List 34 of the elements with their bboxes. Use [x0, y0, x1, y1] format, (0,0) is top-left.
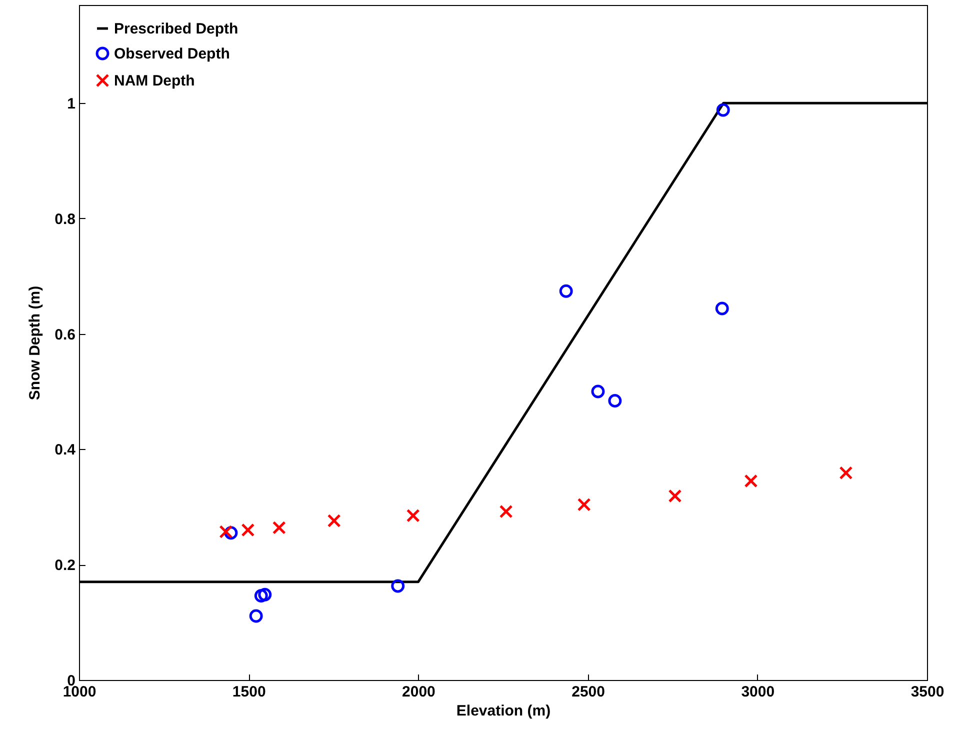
point	[499, 504, 513, 518]
x-tick-label: 3000	[741, 684, 775, 700]
x-tick-label: 1500	[232, 684, 266, 700]
legend-label: NAM Depth	[114, 72, 195, 90]
point	[668, 489, 682, 503]
point	[327, 514, 341, 528]
y-tick-label: 0.6	[54, 326, 76, 344]
point	[715, 302, 729, 316]
x-tick-label: 2500	[572, 684, 605, 700]
point	[608, 394, 622, 408]
y-axis-title: Snow Depth (m)	[26, 286, 44, 400]
x-tick-label: 2000	[402, 684, 436, 700]
point	[219, 525, 233, 538]
legend-label: Observed Depth	[114, 46, 230, 62]
x-axis-title: Elevation (m)	[456, 702, 551, 720]
x-tick-label: 3500	[910, 684, 944, 700]
y-tick-label: 1	[67, 96, 76, 113]
point	[391, 579, 405, 593]
point	[249, 609, 263, 623]
point	[254, 589, 268, 602]
legend-label: Prescribed Depth	[114, 20, 238, 38]
y-tick-label: 0.2	[54, 557, 76, 574]
y-tick-label: 0.4	[54, 442, 76, 459]
point	[716, 103, 730, 117]
y-tick-label: 0.8	[54, 210, 76, 228]
point	[406, 508, 420, 522]
point	[744, 474, 758, 488]
point	[577, 498, 591, 512]
point	[272, 520, 286, 534]
point	[559, 284, 573, 298]
point	[839, 466, 853, 480]
point	[241, 523, 255, 537]
point	[258, 588, 272, 602]
point	[591, 384, 605, 398]
